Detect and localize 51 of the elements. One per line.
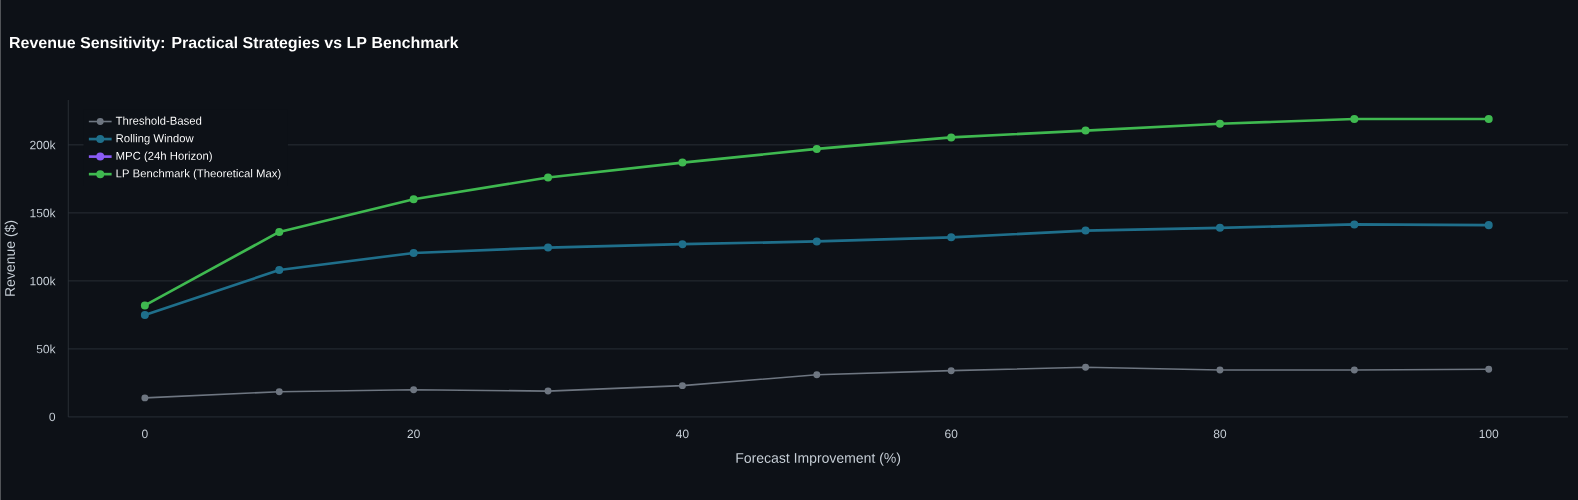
x-axis-title: Forecast Improvement (%) [736,452,901,466]
point [947,233,956,242]
point [1216,366,1224,374]
x-tick-label: 40 [676,429,689,439]
point [1081,126,1090,135]
point [947,367,955,375]
point [1350,366,1358,374]
legend-label: Rolling Window [116,134,194,145]
point [1082,363,1090,371]
point [813,371,821,379]
point [544,387,552,395]
legend-label: Threshold-Based [115,116,202,125]
point [141,394,149,402]
point [275,227,284,236]
point [1215,119,1224,128]
point [678,382,686,390]
point [544,173,553,182]
point [812,144,821,153]
point [1484,115,1493,124]
point [410,386,418,394]
y-tick-label: 50k [36,344,56,354]
point [812,237,821,246]
point [275,266,284,275]
y-axis-title: Revenue ($) [4,220,18,296]
x-tick-label: 100 [1479,429,1499,439]
point [1484,221,1493,230]
point [947,133,956,142]
point [1485,365,1493,373]
x-tick-label: 20 [407,429,420,439]
x-tick-label: 0 [141,429,148,439]
legend-label: LP Benchmark (Theoretical Max) [116,169,281,180]
point [1081,226,1090,235]
point [140,310,149,319]
point [409,249,418,258]
chart-title: Revenue Sensitivity: Practical Strategies vs LP Benchmark [10,36,459,52]
y-tick-label: 150k [30,208,56,218]
point [140,301,149,310]
y-tick-label: 100k [30,276,56,286]
point [409,195,418,204]
x-tick-label: 80 [1213,429,1227,439]
point [1215,223,1224,232]
point [275,388,283,396]
point [1350,220,1359,229]
point [1350,115,1359,124]
point [678,158,687,167]
legend-label: MPC (24h Horizon) [116,151,212,163]
point [678,240,687,249]
y-tick-label: 0 [49,412,56,422]
point [544,243,553,252]
x-tick-label: 60 [945,429,958,439]
y-tick-label: 200k [30,140,56,150]
